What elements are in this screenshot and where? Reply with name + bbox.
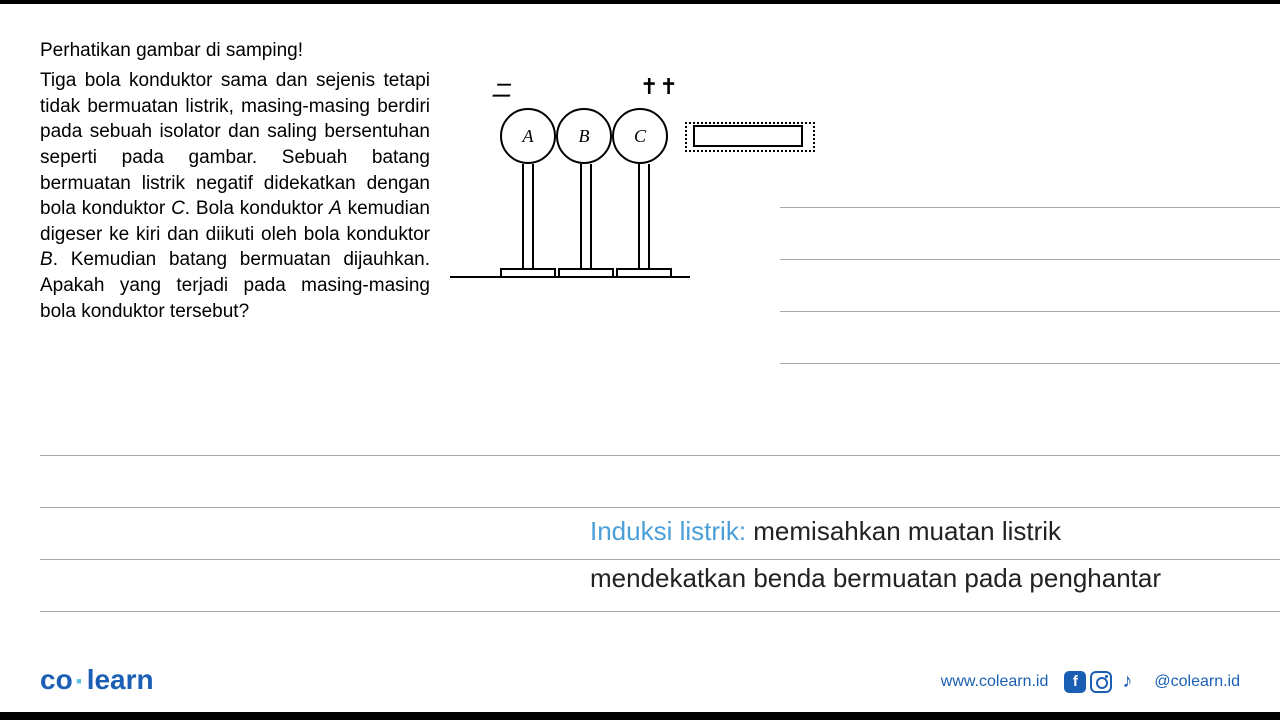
label-c: C <box>634 126 646 147</box>
conductor-ball-b: B <box>556 108 612 164</box>
instagram-icon <box>1090 671 1112 693</box>
ground-line <box>450 276 690 278</box>
label-a: A <box>523 126 534 147</box>
footer-right: www.colearn.id f ♪ @colearn.id <box>941 671 1240 693</box>
facebook-icon: f <box>1064 671 1086 693</box>
notes-line-1: Induksi listrik: memisahkan muatan listr… <box>590 508 1161 555</box>
logo-part-b: learn <box>87 664 154 695</box>
conductor-ball-c: C <box>612 108 668 164</box>
tiktok-icon: ♪ <box>1116 671 1138 693</box>
notes-line1-rest: memisahkan muatan listrik <box>746 516 1061 546</box>
logo-part-a: co <box>40 664 73 695</box>
social-icons: f ♪ <box>1064 671 1138 693</box>
logo-dot-icon: · <box>73 665 87 698</box>
label-b: B <box>579 126 590 147</box>
charged-rod <box>685 122 815 152</box>
notes-label: Induksi listrik: <box>590 516 746 546</box>
rod-solid <box>693 125 803 147</box>
website-url: www.colearn.id <box>941 673 1049 691</box>
conductor-ball-a: A <box>500 108 556 164</box>
physics-diagram: ニ ✝✝ A B C <box>450 68 830 288</box>
footer: co·learn www.colearn.id f ♪ @colearn.id <box>0 664 1280 705</box>
question-paragraph: Tiga bola konduktor sama dan sejenis tet… <box>40 68 430 324</box>
social-handle: @colearn.id <box>1154 673 1240 691</box>
handwritten-positive-mark: ✝✝ <box>640 74 679 100</box>
ruled-lines-right <box>780 156 1280 364</box>
handwritten-negative-mark: ニ <box>490 73 513 105</box>
brand-logo: co·learn <box>40 664 154 699</box>
bottom-border <box>0 712 1280 720</box>
instruction-heading: Perhatikan gambar di samping! <box>40 40 1240 62</box>
notes-text: Induksi listrik: memisahkan muatan listr… <box>590 508 1161 602</box>
notes-line-2: mendekatkan benda bermuatan pada penghan… <box>590 555 1161 602</box>
